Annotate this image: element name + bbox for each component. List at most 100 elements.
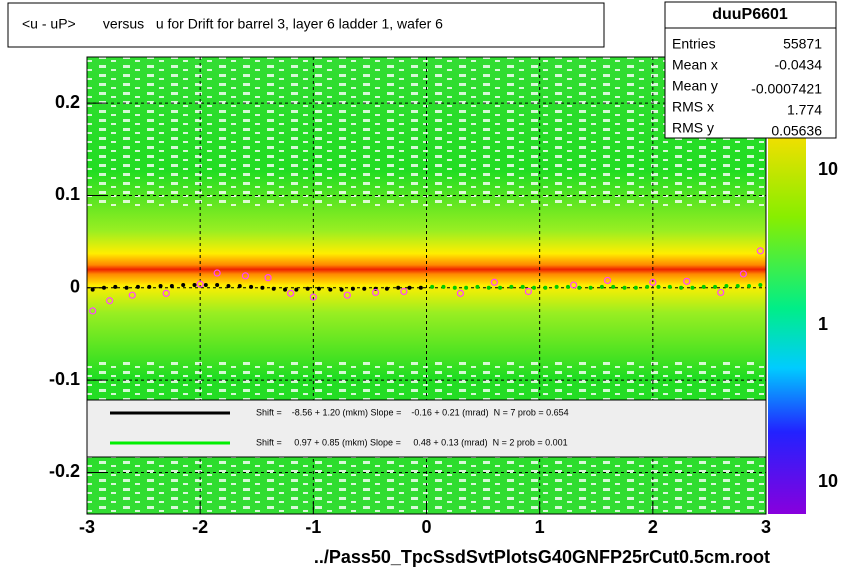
point bbox=[633, 285, 638, 290]
point bbox=[683, 277, 691, 285]
point bbox=[724, 283, 729, 288]
point bbox=[611, 284, 616, 289]
point bbox=[577, 285, 582, 290]
stats-box bbox=[664, 1, 837, 139]
point bbox=[645, 284, 650, 289]
stats-label: RMS y bbox=[672, 120, 714, 136]
point bbox=[486, 285, 491, 290]
point bbox=[622, 285, 627, 290]
point bbox=[520, 284, 525, 289]
stats-label: RMS x bbox=[672, 99, 714, 115]
point bbox=[90, 287, 95, 292]
point bbox=[128, 291, 136, 299]
point bbox=[350, 286, 355, 291]
title-box bbox=[7, 2, 605, 48]
point bbox=[106, 297, 114, 305]
point bbox=[418, 285, 423, 290]
point bbox=[113, 284, 118, 289]
y-tick-label: -0.1 bbox=[49, 369, 80, 389]
point bbox=[203, 283, 208, 288]
point bbox=[396, 285, 401, 290]
point bbox=[758, 283, 763, 288]
stats-value: -0.0434 bbox=[775, 57, 823, 73]
point bbox=[756, 247, 764, 255]
stats-label: Entries bbox=[672, 36, 716, 52]
point bbox=[713, 284, 718, 289]
point bbox=[283, 287, 288, 292]
point bbox=[271, 286, 276, 291]
point bbox=[588, 285, 593, 290]
x-tick-label: -1 bbox=[305, 517, 321, 537]
y-tick-label: -0.2 bbox=[49, 461, 80, 481]
x-tick-label: 2 bbox=[648, 517, 658, 537]
point bbox=[649, 278, 657, 286]
point bbox=[679, 285, 684, 290]
stats-title: duuP6601 bbox=[712, 6, 788, 23]
point bbox=[667, 284, 672, 289]
point bbox=[656, 284, 661, 289]
x-tick-label: 1 bbox=[535, 517, 545, 537]
point bbox=[735, 283, 740, 288]
point bbox=[717, 288, 725, 297]
color-scale-label: 10 bbox=[818, 471, 838, 491]
point bbox=[237, 283, 242, 288]
point bbox=[565, 284, 570, 289]
point bbox=[328, 287, 333, 292]
color-scale-label: 10 bbox=[818, 159, 838, 179]
stats-value: 0.05636 bbox=[771, 123, 822, 139]
point bbox=[430, 284, 435, 289]
point bbox=[543, 285, 548, 290]
point bbox=[309, 293, 317, 301]
stats-label: Mean x bbox=[672, 57, 718, 73]
point bbox=[305, 286, 310, 291]
x-tick-label: 0 bbox=[421, 517, 431, 537]
point bbox=[135, 284, 140, 289]
point bbox=[747, 283, 752, 288]
point bbox=[241, 272, 250, 280]
point bbox=[162, 289, 170, 297]
fit-legend-text: Shift = 0.97 + 0.85 (mkm) Slope = 0.48 +… bbox=[256, 437, 568, 447]
point bbox=[701, 284, 706, 289]
point bbox=[294, 287, 299, 292]
point bbox=[339, 287, 344, 292]
point bbox=[509, 284, 514, 289]
fit-legend-text: Shift = -8.56 + 1.20 (mkm) Slope = -0.16… bbox=[256, 407, 569, 417]
point bbox=[475, 284, 480, 289]
point bbox=[316, 286, 321, 291]
point bbox=[249, 284, 254, 289]
point bbox=[215, 283, 220, 288]
point bbox=[124, 285, 129, 290]
point bbox=[362, 286, 367, 291]
point bbox=[441, 284, 446, 289]
x-axis-label: ../Pass50_TpcSsdSvtPlotsG40GNFP25rCut0.5… bbox=[314, 547, 770, 567]
stats-value: 1.774 bbox=[787, 102, 822, 118]
point bbox=[690, 285, 695, 290]
point bbox=[371, 288, 380, 297]
point bbox=[570, 281, 578, 289]
y-tick-label: 0 bbox=[70, 277, 80, 297]
point bbox=[101, 285, 106, 290]
point bbox=[196, 280, 204, 288]
point bbox=[554, 284, 559, 289]
point bbox=[287, 289, 295, 297]
x-tick-label: -3 bbox=[79, 517, 95, 537]
point bbox=[603, 276, 612, 285]
point bbox=[343, 291, 351, 299]
point bbox=[452, 285, 457, 290]
stats-value: 55871 bbox=[783, 36, 822, 52]
x-tick-label: -2 bbox=[192, 517, 208, 537]
stats-label: Mean y bbox=[672, 78, 718, 94]
point bbox=[400, 287, 408, 296]
point bbox=[147, 284, 152, 289]
x-tick-label: 3 bbox=[761, 517, 771, 537]
point bbox=[226, 283, 231, 288]
point bbox=[739, 270, 747, 278]
point bbox=[384, 286, 389, 291]
point bbox=[181, 283, 186, 288]
y-tick-label: 0.1 bbox=[55, 184, 80, 204]
chart-title: <u - uP> versus u for Drift for barrel 3… bbox=[22, 16, 443, 32]
point bbox=[456, 289, 465, 297]
point bbox=[524, 287, 532, 296]
point bbox=[89, 307, 97, 315]
